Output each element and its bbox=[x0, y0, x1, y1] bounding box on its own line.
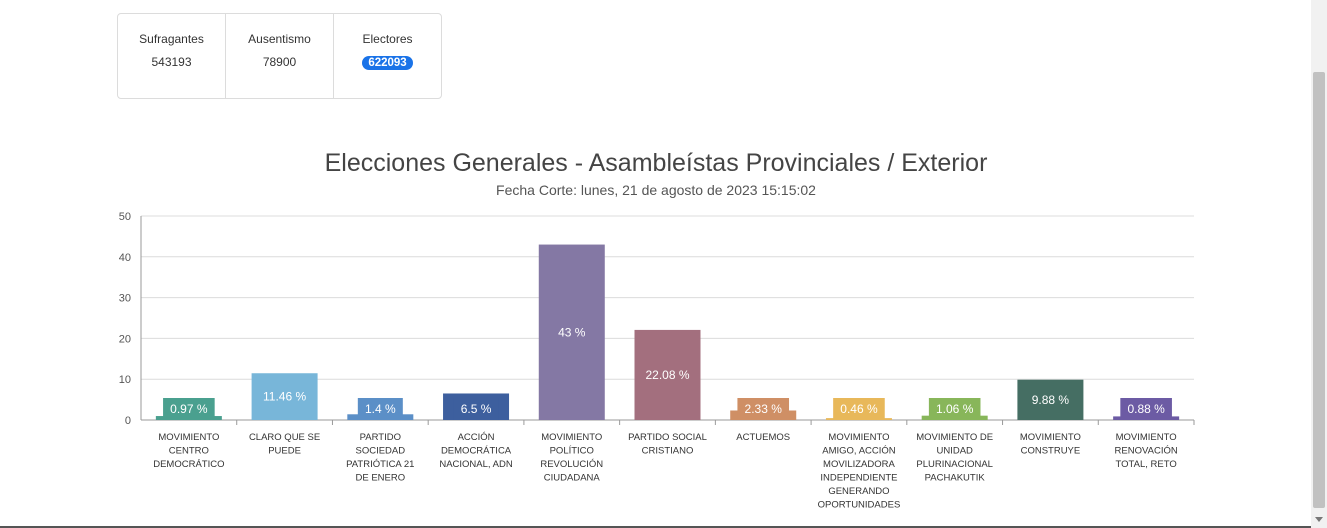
chart-subtitle: Fecha Corte: lunes, 21 de agosto de 2023… bbox=[496, 182, 816, 198]
data-label-9: 9.88 % bbox=[1032, 393, 1070, 407]
category-label-4: MOVIMIENTO POLÍTICO REVOLUCIÓN CIUDADANA bbox=[540, 432, 603, 484]
stat-ausentismo: Ausentismo 78900 bbox=[226, 14, 334, 98]
y-tick-label-20: 20 bbox=[119, 333, 131, 345]
chart-title: Elecciones Generales - Asambleístas Prov… bbox=[325, 149, 988, 177]
stats-card: Sufragantes 543193 Ausentismo 78900 Elec… bbox=[117, 13, 442, 99]
electores-value-wrap: 622093 bbox=[334, 55, 441, 70]
bars-layer: 0.97 % 11.46 % 1.4 % 6.5 % 43 % 22.08 % 2.33 %… bbox=[155, 244, 1180, 420]
data-label-box-10 bbox=[1120, 398, 1172, 420]
stat-electores: Electores 622093 bbox=[334, 14, 441, 98]
category-label-0: MOVIMIENTO CENTRO DEMOCRÁTICO bbox=[153, 432, 224, 470]
bar-5[interactable] bbox=[634, 329, 701, 420]
category-label-3: ACCIÓN DEMOCRÁTICA NACIONAL, ADN bbox=[439, 432, 513, 470]
data-label-8: 1.06 % bbox=[936, 402, 974, 416]
category-label-8: MOVIMIENTO DE UNIDAD PLURINACIONAL PACHAKUT… bbox=[916, 432, 993, 484]
category-label-9: MOVIMIENTO CONSTRUYE bbox=[1020, 432, 1081, 457]
category-label-7: MOVIMIENTO AMIGO, ACCIÓN MOVILIZADORA INDEP… bbox=[818, 432, 901, 511]
electores-label: Electores bbox=[362, 32, 413, 46]
data-label-2: 1.4 % bbox=[365, 402, 396, 416]
scroll-down-arrow-icon[interactable] bbox=[1315, 517, 1323, 522]
data-label-6: 2.33 % bbox=[745, 402, 783, 416]
ausentismo-label: Ausentismo bbox=[248, 32, 311, 46]
data-label-4: 43 % bbox=[558, 325, 586, 339]
category-labels-layer: MOVIMIENTO CENTRO DEMOCRÁTICO CLARO QUE SE P… bbox=[153, 432, 1178, 511]
ausentismo-value: 78900 bbox=[262, 55, 297, 69]
data-label-3: 6.5 % bbox=[461, 402, 492, 416]
category-label-10: MOVIMIENTO RENOVACIÓN TOTAL, RETO bbox=[1115, 432, 1178, 470]
bar-4[interactable] bbox=[538, 244, 605, 420]
category-label-5: PARTIDO SOCIAL CRISTIANO bbox=[628, 432, 707, 457]
vertical-scrollbar[interactable] bbox=[1311, 0, 1327, 528]
data-label-5: 22.08 % bbox=[645, 368, 689, 382]
sufragantes-label: Sufragantes bbox=[139, 32, 204, 46]
data-label-box-3 bbox=[453, 398, 499, 420]
data-label-box-2 bbox=[357, 398, 403, 420]
y-tick-label-10: 10 bbox=[119, 374, 131, 386]
bar-9[interactable] bbox=[1017, 379, 1084, 420]
y-tick-label-40: 40 bbox=[119, 252, 131, 264]
y-tick-label-30: 30 bbox=[119, 293, 131, 305]
data-label-box-0 bbox=[163, 398, 215, 420]
data-label-0: 0.97 % bbox=[170, 402, 208, 416]
y-tick-label-0: 0 bbox=[125, 415, 131, 427]
bar-1[interactable] bbox=[251, 373, 318, 420]
data-label-10: 0.88 % bbox=[1127, 402, 1165, 416]
data-label-box-8 bbox=[928, 398, 981, 420]
bottom-border bbox=[0, 526, 1311, 528]
category-label-6: ACTUEMOS bbox=[736, 432, 790, 443]
data-label-box-6 bbox=[737, 398, 790, 420]
stat-sufragantes: Sufragantes 543193 bbox=[118, 14, 226, 98]
data-label-1: 11.46 % bbox=[263, 390, 306, 404]
y-tick-label-50: 50 bbox=[119, 211, 131, 223]
category-label-2: PARTIDO SOCIEDAD PATRIÓTICA 21 DE ENERO bbox=[346, 432, 414, 484]
data-label-7: 0.46 % bbox=[840, 402, 878, 416]
scrollbar-thumb[interactable] bbox=[1313, 72, 1325, 508]
data-label-box-7 bbox=[833, 398, 885, 420]
category-label-1: CLARO QUE SE PUEDE bbox=[249, 432, 320, 457]
sufragantes-value: 543193 bbox=[151, 55, 192, 69]
electores-badge: 622093 bbox=[362, 56, 413, 70]
